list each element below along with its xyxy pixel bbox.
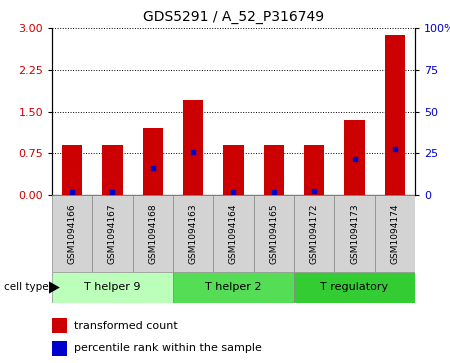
Text: T helper 2: T helper 2 (205, 282, 262, 293)
Text: GSM1094165: GSM1094165 (270, 203, 279, 264)
Text: GSM1094163: GSM1094163 (189, 203, 198, 264)
Text: GSM1094164: GSM1094164 (229, 203, 238, 264)
Bar (223, 145, 243, 195)
Text: GSM1094174: GSM1094174 (390, 203, 399, 264)
Text: cell type: cell type (4, 282, 49, 293)
Text: GSM1094168: GSM1094168 (148, 203, 157, 264)
Bar (294, 272, 415, 303)
Text: T helper 9: T helper 9 (84, 282, 141, 293)
Bar (52, 272, 173, 303)
Bar (254, 195, 294, 272)
Bar (103, 145, 122, 195)
Bar (385, 35, 405, 195)
Bar (304, 145, 324, 195)
Bar (183, 100, 203, 195)
Bar (62, 145, 82, 195)
Bar (173, 195, 213, 272)
Bar (52, 318, 67, 333)
Bar (294, 195, 334, 272)
Bar (92, 195, 133, 272)
Title: GDS5291 / A_52_P316749: GDS5291 / A_52_P316749 (143, 10, 324, 24)
Bar (133, 195, 173, 272)
Bar (52, 195, 92, 272)
Bar (213, 195, 254, 272)
Text: GSM1094166: GSM1094166 (68, 203, 76, 264)
Bar (375, 195, 415, 272)
Polygon shape (49, 281, 60, 294)
Bar (143, 128, 163, 195)
Bar (334, 195, 375, 272)
Bar (344, 120, 364, 195)
Text: transformed count: transformed count (74, 321, 178, 330)
Text: percentile rank within the sample: percentile rank within the sample (74, 343, 261, 353)
Text: GSM1094167: GSM1094167 (108, 203, 117, 264)
Text: GSM1094173: GSM1094173 (350, 203, 359, 264)
Bar (52, 341, 67, 356)
Bar (264, 145, 284, 195)
Text: GSM1094172: GSM1094172 (310, 203, 319, 264)
Text: T regulatory: T regulatory (320, 282, 388, 293)
Bar (173, 272, 294, 303)
